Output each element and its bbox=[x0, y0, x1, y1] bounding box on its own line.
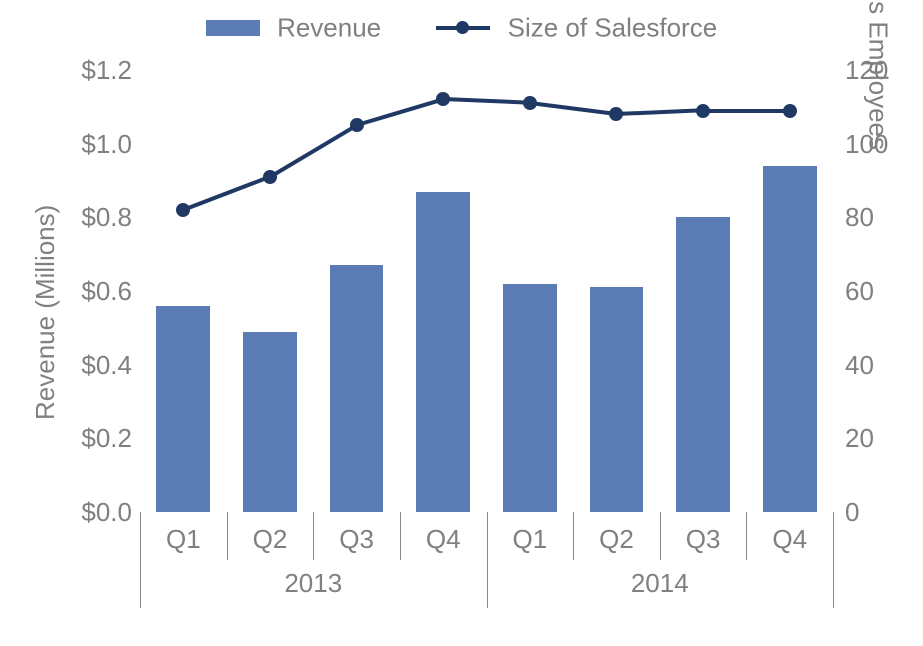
y1-tick-label: $0.6 bbox=[62, 276, 132, 307]
legend-item-salesforce: Size of Salesforce bbox=[436, 11, 717, 44]
legend-swatch-bar bbox=[206, 20, 260, 36]
x-quarter-label: Q4 bbox=[400, 524, 487, 555]
revenue-bar bbox=[416, 192, 470, 512]
revenue-salesforce-chart: Revenue Size of Salesforce Revenue (Mill… bbox=[0, 0, 923, 646]
legend-label-revenue: Revenue bbox=[277, 12, 381, 42]
salesforce-marker bbox=[436, 92, 450, 106]
salesforce-line-segment bbox=[530, 101, 617, 116]
y1-axis-title: Revenue (Millions) bbox=[30, 205, 61, 420]
plot-area bbox=[140, 70, 833, 512]
salesforce-line-segment bbox=[269, 124, 358, 179]
revenue-bar bbox=[590, 287, 644, 512]
salesforce-marker bbox=[783, 104, 797, 118]
revenue-bar bbox=[763, 166, 817, 512]
x-minor-separator bbox=[573, 512, 574, 560]
salesforce-line-segment bbox=[616, 109, 703, 117]
y1-tick-label: $0.4 bbox=[62, 350, 132, 381]
legend-swatch-line bbox=[436, 21, 490, 35]
x-minor-separator bbox=[227, 512, 228, 560]
y1-tick-label: $0.0 bbox=[62, 497, 132, 528]
legend-dot-icon bbox=[456, 21, 469, 34]
y1-tick-label: $0.2 bbox=[62, 423, 132, 454]
revenue-bar bbox=[330, 265, 384, 512]
salesforce-line-segment bbox=[356, 98, 444, 128]
y2-tick-label: 20 bbox=[845, 423, 905, 454]
salesforce-marker bbox=[350, 118, 364, 132]
y2-tick-label: 100 bbox=[845, 129, 905, 160]
x-quarter-label: Q1 bbox=[140, 524, 227, 555]
salesforce-marker bbox=[263, 170, 277, 184]
legend-label-salesforce: Size of Salesforce bbox=[508, 12, 718, 42]
x-quarter-label: Q1 bbox=[487, 524, 574, 555]
x-group-separator bbox=[833, 512, 834, 608]
y2-tick-label: 40 bbox=[845, 350, 905, 381]
y2-tick-label: 60 bbox=[845, 276, 905, 307]
salesforce-marker bbox=[176, 203, 190, 217]
revenue-bar bbox=[243, 332, 297, 512]
salesforce-marker bbox=[696, 104, 710, 118]
y1-tick-label: $1.0 bbox=[62, 129, 132, 160]
x-quarter-label: Q2 bbox=[573, 524, 660, 555]
x-year-label: 2013 bbox=[140, 568, 487, 599]
salesforce-line-segment bbox=[703, 109, 790, 113]
y2-tick-label: 120 bbox=[845, 55, 905, 86]
y2-tick-label: 0 bbox=[845, 497, 905, 528]
salesforce-marker bbox=[609, 107, 623, 121]
x-quarter-label: Q3 bbox=[313, 524, 400, 555]
chart-legend: Revenue Size of Salesforce bbox=[0, 10, 923, 43]
salesforce-line-segment bbox=[443, 97, 530, 105]
x-year-label: 2014 bbox=[487, 568, 834, 599]
salesforce-line-segment bbox=[183, 175, 271, 212]
x-minor-separator bbox=[660, 512, 661, 560]
y1-tick-label: $0.8 bbox=[62, 202, 132, 233]
x-quarter-label: Q2 bbox=[227, 524, 314, 555]
salesforce-marker bbox=[523, 96, 537, 110]
x-minor-separator bbox=[400, 512, 401, 560]
y1-tick-label: $1.2 bbox=[62, 55, 132, 86]
y2-tick-label: 80 bbox=[845, 202, 905, 233]
x-minor-separator bbox=[313, 512, 314, 560]
revenue-bar bbox=[676, 217, 730, 512]
x-quarter-label: Q4 bbox=[746, 524, 833, 555]
x-minor-separator bbox=[746, 512, 747, 560]
x-quarter-label: Q3 bbox=[660, 524, 747, 555]
legend-item-revenue: Revenue bbox=[206, 11, 381, 44]
revenue-bar bbox=[503, 284, 557, 512]
revenue-bar bbox=[156, 306, 210, 512]
